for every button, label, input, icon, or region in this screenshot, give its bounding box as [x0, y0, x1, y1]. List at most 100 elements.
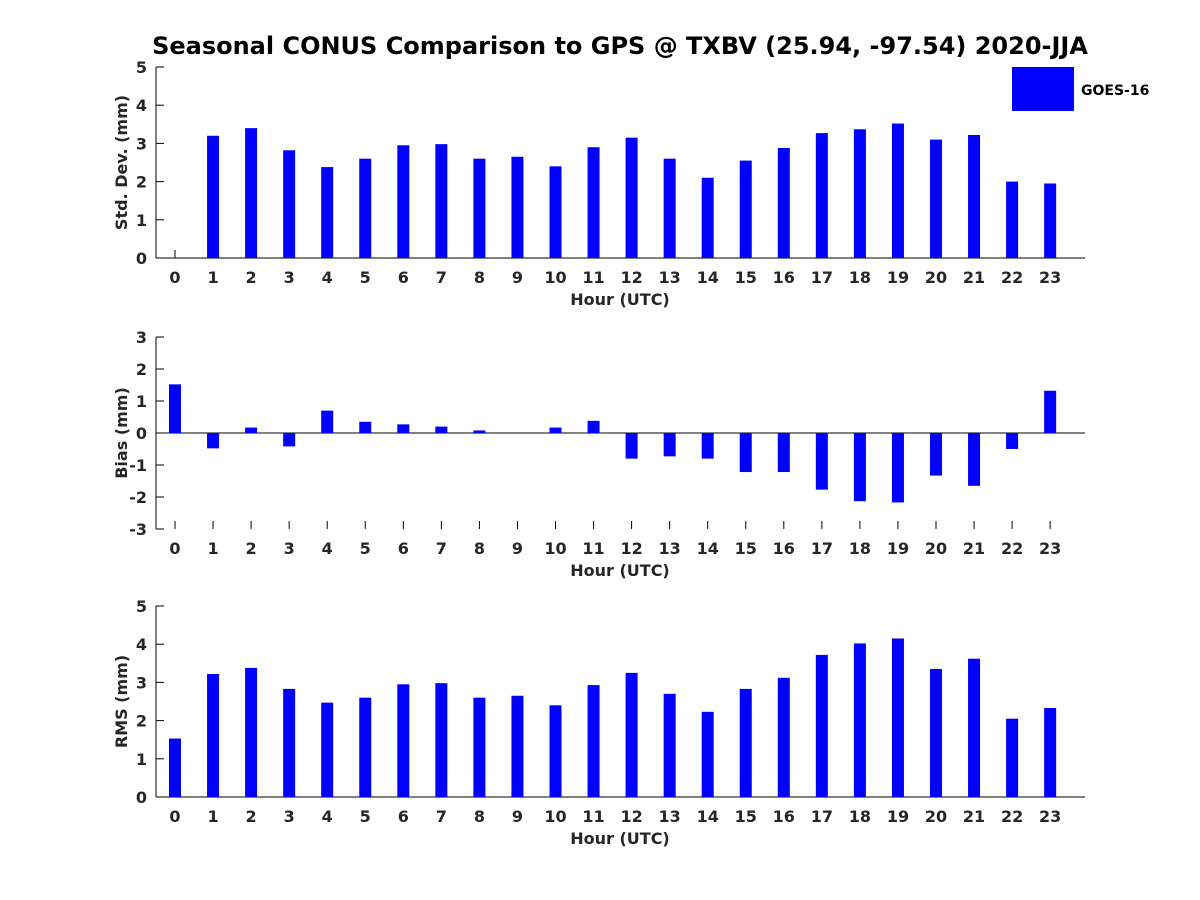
y-tick-label: 2 — [136, 173, 147, 192]
bar — [321, 167, 334, 258]
bar — [739, 433, 752, 473]
x-tick-label: 16 — [773, 539, 795, 558]
x-tick-label: 14 — [697, 539, 719, 558]
x-tick-label: 12 — [620, 268, 642, 287]
x-tick-label: 2 — [246, 268, 257, 287]
x-tick-label: 9 — [512, 807, 523, 826]
bar — [587, 685, 600, 797]
x-tick-label: 18 — [849, 807, 871, 826]
x-tick-label: 13 — [659, 807, 681, 826]
x-tick-label: 17 — [811, 539, 833, 558]
x-tick-label: 5 — [360, 268, 371, 287]
y-tick-label: -1 — [129, 456, 147, 475]
x-tick-label: 10 — [544, 539, 566, 558]
y-tick-label: 0 — [136, 249, 147, 268]
bar — [1006, 181, 1019, 258]
x-tick-label: 4 — [322, 807, 333, 826]
x-tick-label: 0 — [169, 268, 180, 287]
x-tick-label: 13 — [659, 268, 681, 287]
x-tick-label: 22 — [1001, 807, 1023, 826]
x-tick-label: 4 — [322, 539, 333, 558]
x-tick-label: 21 — [963, 807, 985, 826]
bar — [625, 433, 638, 459]
bar — [473, 430, 486, 433]
x-tick-label: 22 — [1001, 268, 1023, 287]
bar — [207, 135, 220, 258]
legend-label: GOES-16 — [1081, 83, 1149, 99]
x-tick-label: 9 — [512, 268, 523, 287]
bar — [930, 433, 942, 476]
x-tick-label: 3 — [284, 539, 295, 558]
y-tick-label: 2 — [136, 360, 147, 379]
bar — [397, 145, 410, 258]
bar — [891, 638, 904, 797]
x-tick-label: 12 — [620, 539, 642, 558]
bar — [397, 684, 410, 797]
bar — [815, 133, 828, 258]
bar — [1006, 433, 1019, 449]
x-tick-label: 5 — [360, 539, 371, 558]
x-tick-label: 9 — [512, 539, 523, 558]
x-axis-label: Hour (UTC) — [570, 290, 670, 309]
bar — [701, 433, 714, 459]
bar — [207, 673, 220, 797]
x-tick-label: 3 — [284, 807, 295, 826]
x-tick-label: 8 — [474, 268, 485, 287]
x-tick-label: 4 — [322, 268, 333, 287]
bar — [1044, 707, 1057, 797]
bar — [777, 433, 790, 473]
x-tick-label: 14 — [697, 807, 719, 826]
bar — [321, 410, 334, 433]
y-tick-label: 3 — [136, 328, 147, 347]
x-tick-label: 8 — [474, 807, 485, 826]
x-tick-label: 15 — [735, 807, 757, 826]
y-tick-label: 3 — [136, 134, 147, 153]
bar — [625, 137, 638, 258]
x-tick-label: 13 — [659, 539, 681, 558]
y-tick-label: 4 — [136, 635, 147, 654]
bar — [587, 420, 600, 433]
x-axis-label: Hour (UTC) — [570, 561, 670, 580]
bar — [968, 134, 981, 258]
x-tick-label: 1 — [207, 807, 218, 826]
bar — [245, 427, 258, 433]
y-tick-label: 2 — [136, 712, 147, 731]
x-tick-label: 14 — [697, 268, 719, 287]
x-tick-label: 17 — [811, 268, 833, 287]
x-tick-label: 6 — [398, 539, 409, 558]
x-axis-label: Hour (UTC) — [570, 829, 670, 848]
y-tick-label: 0 — [136, 424, 147, 443]
x-tick-label: 7 — [436, 268, 447, 287]
bar — [853, 433, 866, 502]
x-tick-label: 16 — [773, 268, 795, 287]
x-tick-label: 23 — [1039, 268, 1061, 287]
bar — [663, 433, 676, 457]
bar — [701, 177, 714, 258]
bar — [625, 672, 638, 797]
bar — [549, 705, 562, 797]
bar — [435, 683, 448, 797]
bar — [359, 158, 372, 258]
bar — [701, 711, 714, 797]
x-tick-label: 23 — [1039, 539, 1061, 558]
x-tick-label: 11 — [582, 807, 604, 826]
bar — [891, 123, 904, 258]
bar — [777, 147, 790, 258]
bar — [169, 738, 181, 797]
bar — [777, 677, 790, 797]
y-tick-label: 1 — [136, 750, 147, 769]
y-tick-label: 0 — [136, 788, 147, 807]
bar — [930, 669, 942, 797]
x-tick-label: 6 — [398, 268, 409, 287]
y-tick-label: 3 — [136, 673, 147, 692]
x-tick-label: 7 — [436, 539, 447, 558]
x-tick-label: 11 — [582, 268, 604, 287]
x-tick-label: 2 — [246, 807, 257, 826]
y-tick-label: 4 — [136, 96, 147, 115]
x-tick-label: 18 — [849, 539, 871, 558]
x-tick-label: 19 — [887, 807, 909, 826]
bar — [245, 128, 258, 258]
bar — [511, 156, 524, 258]
